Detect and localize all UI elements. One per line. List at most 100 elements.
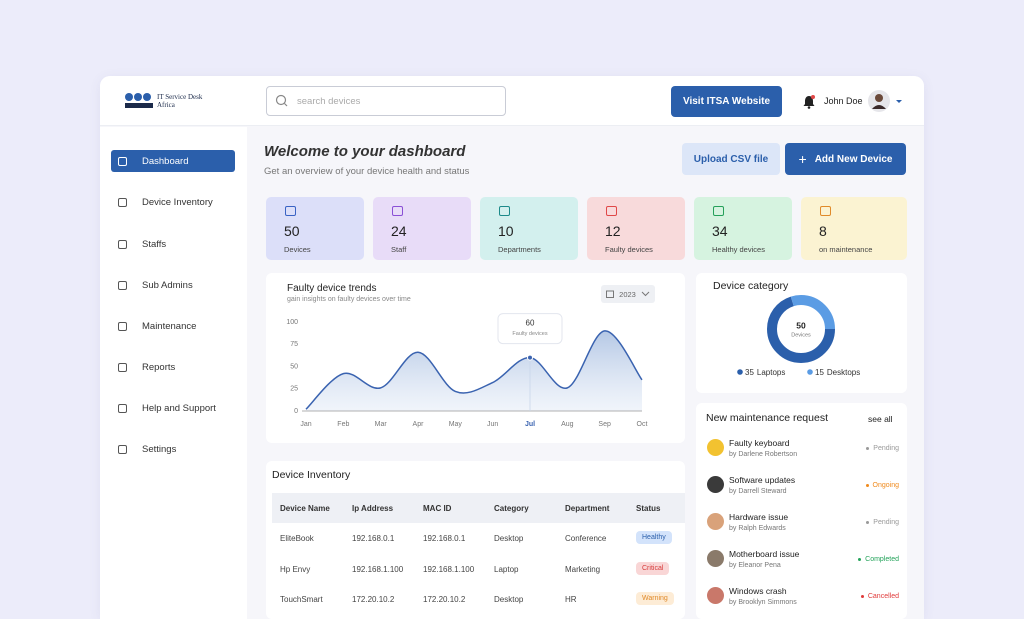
year-dropdown[interactable]: 2023 <box>601 285 655 303</box>
welcome-title: Welcome to your dashboard <box>264 143 466 160</box>
request-title[interactable]: Motherboard issue <box>729 549 800 559</box>
stat-label: Faulty devices <box>605 245 653 254</box>
stat-label: Departments <box>498 245 541 254</box>
stat-card: 10 Departments <box>480 197 578 260</box>
table-cell: Desktop <box>494 595 524 604</box>
request-author: by Ralph Edwards <box>729 525 786 532</box>
sidebar-label: Staffs <box>142 238 167 250</box>
sidebar-label: Device Inventory <box>142 196 213 208</box>
welcome-subtitle: Get an overview of your device health an… <box>264 166 470 177</box>
search-icon <box>275 94 288 107</box>
stat-card: 50 Devices <box>266 197 364 260</box>
add-button-label: Add New Device <box>814 153 893 165</box>
status-dot <box>860 594 864 598</box>
x-tick-label: May <box>449 421 463 428</box>
sidebar-item[interactable]: Dashboard <box>111 150 235 172</box>
sidebar-item[interactable]: Help and Support <box>111 397 235 419</box>
sidebar-item[interactable]: Settings <box>111 438 235 460</box>
status-label: Cancelled <box>867 593 899 600</box>
sidebar-icon <box>118 197 127 207</box>
area <box>306 330 642 411</box>
see-all-link[interactable]: see all <box>868 414 893 424</box>
chart-subtitle: gain insights on faulty devices over tim… <box>287 296 411 303</box>
status-dot <box>866 446 870 450</box>
search-placeholder: search devices <box>297 95 361 107</box>
stat-label: on maintenance <box>819 245 873 254</box>
trend-chart: 0 25 50 75 100 Jan Feb Mar Apr May Jun Jul Aug Sep Oct… <box>286 313 648 428</box>
user-name: John Doe <box>824 96 863 106</box>
category-title: Device category <box>713 280 789 292</box>
sidebar-item[interactable]: Reports <box>111 356 235 378</box>
bell-icon[interactable] <box>802 94 816 110</box>
user-avatar[interactable] <box>868 89 904 113</box>
request-title[interactable]: Hardware issue <box>729 512 789 522</box>
table-cell: 192.168.0.1 <box>352 534 395 543</box>
stat-card: 34 Healthy devices <box>694 197 792 260</box>
request-author: by Brooklyn Simmons <box>729 599 797 606</box>
avatar <box>707 476 724 493</box>
status-label: Pending <box>873 519 899 526</box>
visit-button[interactable]: Visit ITSA Website <box>671 86 782 117</box>
table-cell: Conference <box>565 534 607 543</box>
sidebar-item[interactable]: Sub Admins <box>111 274 235 296</box>
maintenance-card <box>696 403 907 619</box>
y-tick-label: 100 <box>286 319 298 326</box>
y-tick-label: 0 <box>294 408 298 415</box>
plus-icon: + <box>798 151 807 167</box>
avatar <box>707 587 724 604</box>
highlight-point <box>527 354 533 361</box>
legend-dot <box>737 369 743 375</box>
request-author: by Darrell Steward <box>729 488 787 495</box>
x-tick-label: Apr <box>413 421 425 428</box>
sidebar-item[interactable]: Device Inventory <box>111 191 235 213</box>
table-cell: Desktop <box>494 534 524 543</box>
category-card <box>696 273 907 393</box>
sidebar-icon <box>118 403 127 413</box>
stat-value: 24 <box>391 223 407 239</box>
stat-value: 12 <box>605 223 621 239</box>
legend-entry: 35 Laptops <box>745 368 785 377</box>
sidebar-item[interactable]: Staffs <box>111 233 235 255</box>
stat-icon <box>499 206 510 216</box>
status-label: Ongoing <box>872 482 899 489</box>
request-title[interactable]: Windows crash <box>729 586 787 596</box>
upload-button[interactable]: Upload CSV file <box>682 143 780 175</box>
stat-label: Staff <box>391 245 407 254</box>
x-tick-label: Oct <box>637 421 648 428</box>
request-status: Completed <box>858 556 899 563</box>
add-button[interactable]: + Add New Device <box>785 143 906 175</box>
y-tick-label: 50 <box>290 363 298 370</box>
stat-label: Healthy devices <box>712 245 765 254</box>
donut-total-label: Devices <box>791 332 811 338</box>
stat-icon <box>820 206 831 216</box>
column-header: Status <box>636 504 661 513</box>
line <box>305 330 643 410</box>
stat-value: 10 <box>498 223 514 239</box>
logo-mark <box>125 93 153 108</box>
table-cell: EliteBook <box>280 534 314 543</box>
request-status: Ongoing <box>865 482 899 489</box>
status-badge: Critical <box>636 562 670 575</box>
sidebar-icon <box>118 156 127 166</box>
request-title[interactable]: Software updates <box>729 475 796 485</box>
sidebar-label: Settings <box>142 443 177 455</box>
inventory-title: Device Inventory <box>272 469 351 481</box>
request-author: by Eleanor Pena <box>729 562 781 569</box>
sidebar-icon <box>118 362 127 372</box>
table-cell: 192.168.0.1 <box>423 534 466 543</box>
sidebar-label: Help and Support <box>142 402 216 414</box>
x-tick-label: Feb <box>337 421 349 428</box>
donut-total: 50 <box>796 320 806 330</box>
stat-icon <box>285 206 296 216</box>
sidebar-item[interactable]: Maintenance <box>111 315 235 337</box>
search-box[interactable]: search devices <box>266 86 506 116</box>
year-label: 2023 <box>619 289 636 299</box>
table-cell: Marketing <box>565 565 601 574</box>
request-title[interactable]: Faulty keyboard <box>729 438 790 448</box>
stat-value: 50 <box>284 223 300 239</box>
status-label: Pending <box>873 445 899 452</box>
table-cell: TouchSmart <box>280 595 323 604</box>
column-header: MAC ID <box>423 504 452 513</box>
y-tick-label: 75 <box>290 341 298 348</box>
